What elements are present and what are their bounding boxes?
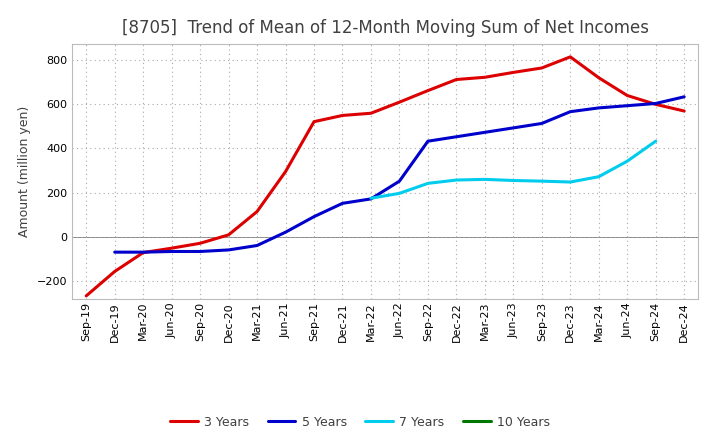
5 Years — [652, 101, 660, 106]
7 Years — [537, 179, 546, 184]
5 Years — [566, 109, 575, 114]
5 Years — [139, 249, 148, 255]
3 Years — [167, 246, 176, 251]
3 Years — [338, 113, 347, 118]
Line: 7 Years: 7 Years — [371, 141, 656, 198]
7 Years — [566, 180, 575, 185]
5 Years — [167, 249, 176, 254]
3 Years — [566, 54, 575, 59]
5 Years — [110, 249, 119, 255]
3 Years — [366, 110, 375, 116]
5 Years — [253, 243, 261, 248]
3 Years — [110, 269, 119, 274]
3 Years — [509, 70, 518, 75]
5 Years — [623, 103, 631, 108]
5 Years — [452, 134, 461, 139]
5 Years — [196, 249, 204, 254]
3 Years — [595, 75, 603, 81]
5 Years — [423, 139, 432, 144]
3 Years — [652, 102, 660, 107]
5 Years — [680, 94, 688, 99]
5 Years — [480, 130, 489, 135]
7 Years — [652, 139, 660, 144]
7 Years — [595, 174, 603, 180]
7 Years — [395, 191, 404, 196]
3 Years — [623, 93, 631, 98]
7 Years — [452, 177, 461, 183]
3 Years — [537, 65, 546, 70]
5 Years — [395, 179, 404, 184]
5 Years — [338, 201, 347, 206]
7 Years — [366, 196, 375, 201]
5 Years — [509, 125, 518, 131]
Line: 3 Years: 3 Years — [86, 57, 684, 296]
3 Years — [282, 169, 290, 174]
3 Years — [196, 241, 204, 246]
Legend: 3 Years, 5 Years, 7 Years, 10 Years: 3 Years, 5 Years, 7 Years, 10 Years — [166, 411, 554, 434]
5 Years — [310, 214, 318, 219]
5 Years — [595, 105, 603, 110]
3 Years — [480, 75, 489, 80]
5 Years — [537, 121, 546, 126]
3 Years — [253, 209, 261, 214]
7 Years — [509, 178, 518, 183]
5 Years — [366, 196, 375, 202]
3 Years — [310, 119, 318, 125]
3 Years — [423, 88, 432, 93]
Title: [8705]  Trend of Mean of 12-Month Moving Sum of Net Incomes: [8705] Trend of Mean of 12-Month Moving … — [122, 19, 649, 37]
7 Years — [480, 177, 489, 182]
5 Years — [225, 247, 233, 253]
5 Years — [282, 230, 290, 235]
Line: 5 Years: 5 Years — [114, 97, 684, 252]
Y-axis label: Amount (million yen): Amount (million yen) — [18, 106, 31, 237]
3 Years — [395, 99, 404, 105]
7 Years — [423, 181, 432, 186]
3 Years — [225, 232, 233, 238]
3 Years — [82, 293, 91, 298]
3 Years — [139, 250, 148, 255]
7 Years — [623, 158, 631, 164]
3 Years — [680, 108, 688, 114]
3 Years — [452, 77, 461, 82]
